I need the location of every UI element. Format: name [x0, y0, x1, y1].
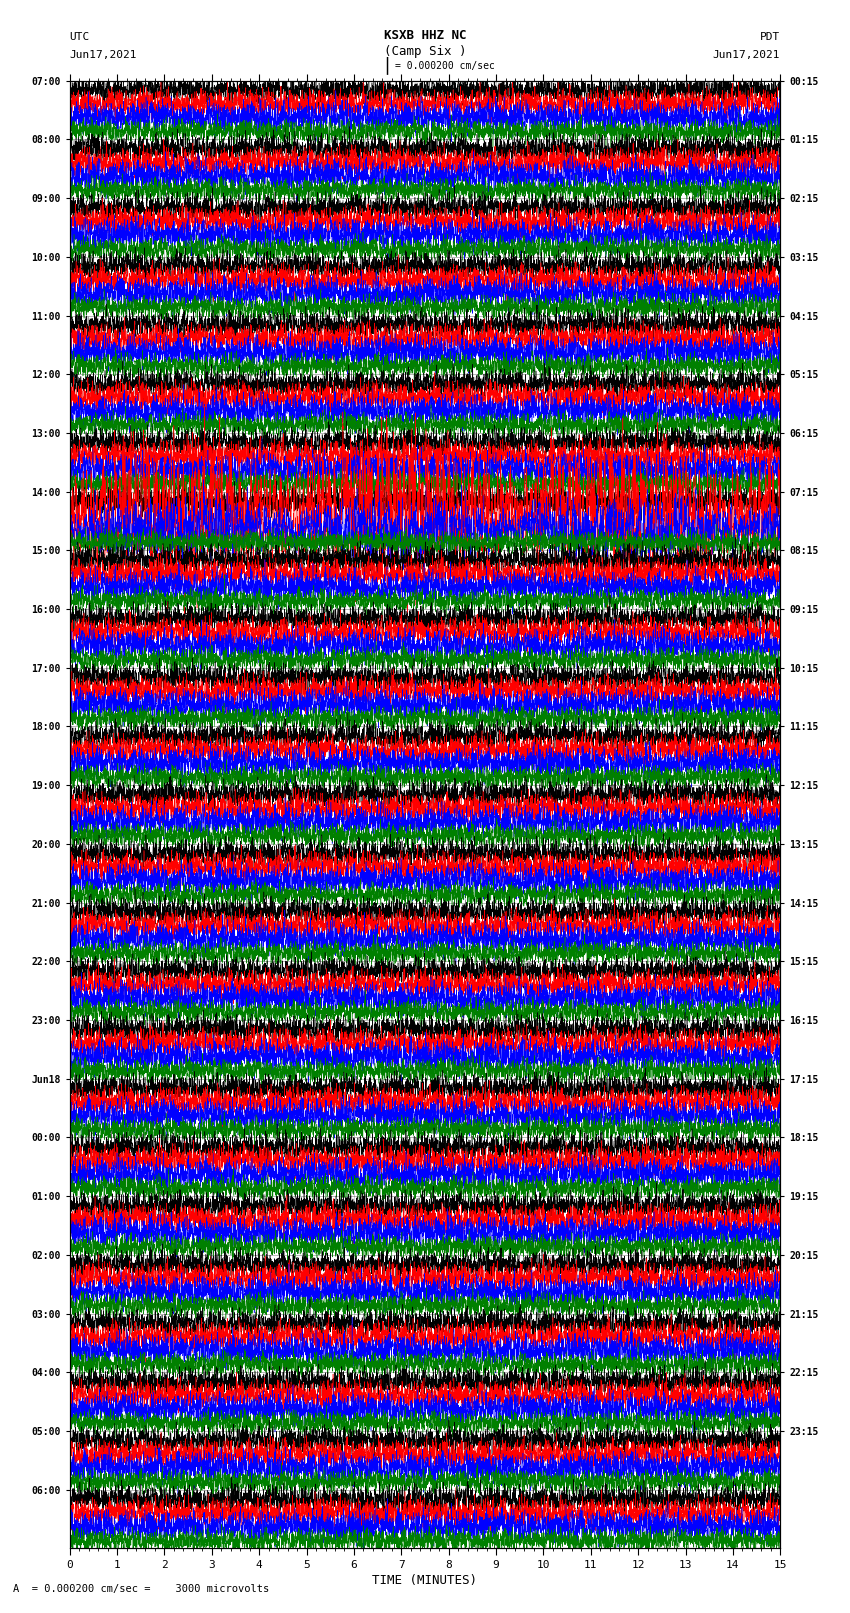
Text: KSXB HHZ NC: KSXB HHZ NC: [383, 29, 467, 42]
Text: A  = 0.000200 cm/sec =    3000 microvolts: A = 0.000200 cm/sec = 3000 microvolts: [13, 1584, 269, 1594]
Text: ⎮: ⎮: [382, 56, 391, 74]
X-axis label: TIME (MINUTES): TIME (MINUTES): [372, 1574, 478, 1587]
Text: PDT: PDT: [760, 32, 780, 42]
Text: (Camp Six ): (Camp Six ): [383, 45, 467, 58]
Text: Jun17,2021: Jun17,2021: [713, 50, 780, 60]
Text: = 0.000200 cm/sec: = 0.000200 cm/sec: [395, 61, 495, 71]
Text: Jun17,2021: Jun17,2021: [70, 50, 137, 60]
Text: UTC: UTC: [70, 32, 90, 42]
